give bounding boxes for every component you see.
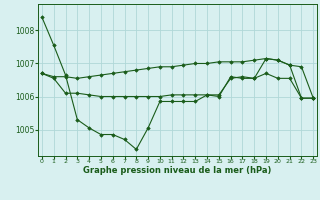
X-axis label: Graphe pression niveau de la mer (hPa): Graphe pression niveau de la mer (hPa) [84, 166, 272, 175]
